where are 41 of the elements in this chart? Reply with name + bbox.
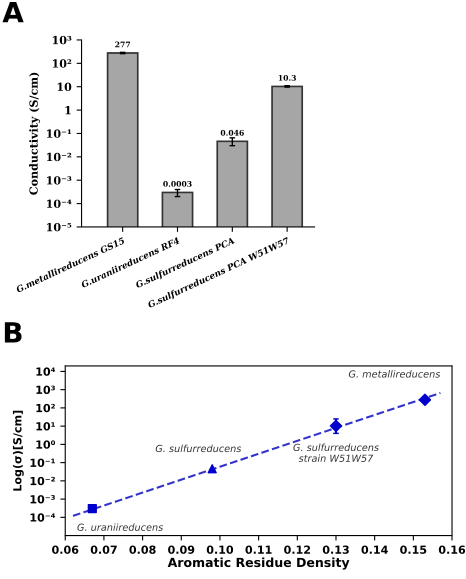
- y-tick-label: 10³: [52, 36, 72, 44]
- point: [208, 464, 217, 474]
- x-tick-label: 0.08: [129, 545, 156, 554]
- y-tick-label: 10¹: [36, 422, 55, 431]
- point: [88, 504, 97, 514]
- y-tick-label: 1: [65, 106, 71, 114]
- y-tick-label: 10²: [52, 59, 72, 68]
- y-tick-label: 10⁻⁴: [30, 513, 56, 522]
- y-axis-title: Log(σ)[S/cm]: [12, 410, 24, 491]
- annotation: G. sulfurreducens strain W51W57: [293, 444, 379, 462]
- chart-title: A: [2, 2, 24, 22]
- y-tick-label: 10³: [36, 386, 55, 394]
- x-tick-label: 0.13: [322, 545, 349, 554]
- x-tick-label: 0.11: [245, 545, 272, 554]
- annotation: G. metallireducens: [348, 370, 440, 378]
- y-tick-label: 10⁻²: [30, 476, 55, 486]
- x-tick-label: 0.16: [438, 545, 466, 554]
- y-tick-label: 10²: [36, 404, 55, 412]
- y-tick-label: 10⁻²: [46, 152, 72, 162]
- y-tick-label: 10⁻⁵: [46, 222, 72, 232]
- y-tick-label: 10⁻¹: [46, 129, 72, 138]
- x-tick-label: 0.07: [90, 545, 117, 554]
- x-tick-label: 0.14: [361, 545, 388, 554]
- x-axis-title: Aromatic Residue Density: [168, 557, 350, 570]
- y-tick-label: 10⁻³: [30, 495, 55, 504]
- y-tick-label: 10⁻¹: [30, 458, 55, 467]
- y-tick-label: 10⁻³: [46, 176, 72, 185]
- chart-title: B: [4, 322, 22, 342]
- annotation: G. uraniireducens: [77, 523, 164, 531]
- y-tick-label: 10⁻⁴: [46, 200, 72, 208]
- x-tick-label: 0.10: [206, 545, 234, 554]
- y-tick-label: 10: [58, 82, 72, 92]
- y-tick-label: 10⁰: [36, 440, 56, 449]
- annotation: G. sulfurreducens: [156, 444, 242, 452]
- x-tick-label: 0.15: [400, 545, 426, 554]
- x-tick-label: 0.09: [168, 545, 194, 554]
- y-axis-title: Conductivity (S/cm): [29, 72, 40, 195]
- point: [418, 394, 432, 406]
- x-tick-label: 0.12: [284, 545, 310, 554]
- y-tick-label: 10⁴: [36, 367, 56, 376]
- x-tick-label: 0.06: [52, 545, 78, 554]
